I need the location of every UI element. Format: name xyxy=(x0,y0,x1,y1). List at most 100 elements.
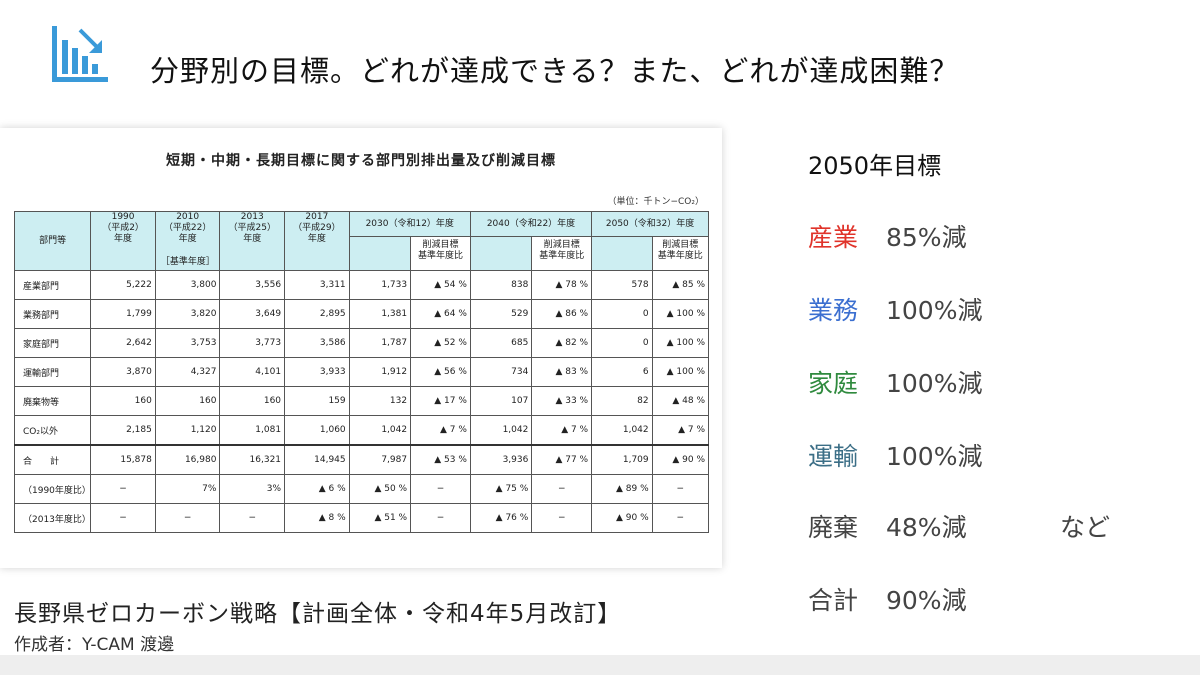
emissions-table-panel: 短期・中期・長期目標に関する部門別排出量及び削減目標 （単位：千トン−CO₂） … xyxy=(0,128,722,568)
target-item: 産業 85%減 xyxy=(808,218,967,254)
table-cell: 3,649 xyxy=(219,299,286,329)
table-cell: ▲ 83 % xyxy=(531,357,593,387)
header-2050-value xyxy=(591,236,653,271)
header-2050: 2050（令和32）年度 xyxy=(591,211,709,237)
row-label: 運輸部門 xyxy=(13,357,92,387)
table-cell: 16,980 xyxy=(154,444,221,475)
table-cell: 3,870 xyxy=(90,357,156,387)
footer-band xyxy=(0,655,1200,675)
table-cell: 160 xyxy=(219,386,286,416)
target-value: 100%減 xyxy=(886,296,983,325)
table-cell: 838 xyxy=(469,270,533,300)
table-cell: ▲ 100 % xyxy=(651,328,710,358)
slide-title: 分野別の目標。どれが達成できる？また、どれが達成困難？ xyxy=(150,54,960,88)
table-cell: 132 xyxy=(348,386,412,416)
table-cell: 1,381 xyxy=(348,299,412,329)
table-cell: ▲ 90 % xyxy=(591,503,653,533)
table-cell: 734 xyxy=(469,357,533,387)
row-label: 合計 xyxy=(13,444,92,475)
table-cell: 3,773 xyxy=(219,328,286,358)
table-cell: 6 xyxy=(591,357,653,387)
header-2030: 2030（令和12）年度 xyxy=(348,211,471,237)
table-cell: − xyxy=(410,503,471,533)
table-cell: ▲ 6 % xyxy=(284,474,350,504)
table-cell: 82 xyxy=(591,386,653,416)
table-cell: ▲ 85 % xyxy=(651,270,710,300)
table-cell: 0 xyxy=(591,299,653,329)
table-cell: 4,327 xyxy=(154,357,221,387)
target-label: 業務 xyxy=(808,296,859,325)
table-cell: 159 xyxy=(284,386,350,416)
target-item: 家庭 100%減 xyxy=(808,364,982,400)
row-label: （2013年度比） xyxy=(13,503,92,533)
table-cell: 3,586 xyxy=(284,328,350,358)
table-cell: − xyxy=(90,503,156,533)
base-year-note: ［基準年度］ xyxy=(160,257,215,267)
target-label: 家庭 xyxy=(808,369,859,398)
header-1990-label: 1990 （平成2） 年度 xyxy=(102,212,144,244)
table-cell: ▲ 56 % xyxy=(410,357,471,387)
header-2040: 2040（令和22）年度 xyxy=(469,211,593,237)
table-row: 運輸部門 3,870 4,327 4,101 3,933 1,912 ▲ 56 % 734 ▲ … xyxy=(13,357,710,387)
table-cell: 5,222 xyxy=(90,270,156,300)
target-label: 合計 xyxy=(808,586,859,615)
table-cell: − xyxy=(90,474,156,504)
table-cell: 1,042 xyxy=(348,415,412,446)
table-cell: 7,987 xyxy=(348,444,412,475)
table-cell: 15,878 xyxy=(90,444,156,475)
row-label: （1990年度比） xyxy=(13,474,92,504)
target-value: 85%減 xyxy=(886,223,967,252)
header-2010: 2010 （平成22） 年度 ［基準年度］ xyxy=(154,211,221,271)
row-label: 廃棄物等 xyxy=(13,386,92,416)
table-cell: 14,945 xyxy=(284,444,350,475)
table-cell: ▲ 7 % xyxy=(410,415,471,446)
target-value: 90%減 xyxy=(886,586,967,615)
target-item: 廃棄 48%減 xyxy=(808,508,967,544)
table-cell: − xyxy=(531,474,593,504)
table-cell: 0 xyxy=(591,328,653,358)
table-cell: 2,895 xyxy=(284,299,350,329)
table-row: 廃棄物等 160 160 160 159 132 ▲ 17 % 107 ▲ 33 % 82 ▲ 48… xyxy=(13,386,710,416)
table-cell: ▲ 51 % xyxy=(348,503,412,533)
table-cell: ▲ 82 % xyxy=(531,328,593,358)
table-cell: ▲ 86 % xyxy=(531,299,593,329)
table-row: 合計 15,878 16,980 16,321 14,945 7,987 ▲ 53 % 3,9… xyxy=(13,444,710,475)
table-cell: − xyxy=(651,474,710,504)
table-cell: 107 xyxy=(469,386,533,416)
table-cell: 16,321 xyxy=(219,444,286,475)
table-cell: ▲ 78 % xyxy=(531,270,593,300)
header-2017: 2017 （平成29） 年度 xyxy=(284,211,350,271)
table-cell: − xyxy=(651,503,710,533)
target-heading: 2050年目標 xyxy=(808,152,942,180)
table-cell: ▲ 53 % xyxy=(410,444,471,475)
target-label: 廃棄 xyxy=(808,513,859,542)
table-cell: 7% xyxy=(154,474,221,504)
table-cell: 160 xyxy=(154,386,221,416)
table-cell: 3,753 xyxy=(154,328,221,358)
table-cell: − xyxy=(410,474,471,504)
table-cell: ▲ 33 % xyxy=(531,386,593,416)
table-cell: 1,799 xyxy=(90,299,156,329)
header-2017-label: 2017 （平成29） 年度 xyxy=(293,212,341,244)
table-cell: 3,800 xyxy=(154,270,221,300)
row-label: 産業部門 xyxy=(13,270,92,300)
table-cell: − xyxy=(154,503,221,533)
reduction-label: 削減目標 基準年度比 xyxy=(657,240,703,261)
table-row: CO₂以外 2,185 1,120 1,081 1,060 1,042 ▲ 7 % 1,042… xyxy=(13,415,710,446)
table-cell: 685 xyxy=(469,328,533,358)
table-body: 産業部門 5,222 3,800 3,556 3,311 1,733 ▲ 54 % 838 ▲ … xyxy=(13,270,710,533)
table-row: （2013年度比） − − − ▲ 8 % ▲ 51 % − ▲ 76 % − ▲ 90 % − xyxy=(13,503,710,533)
header-1990: 1990 （平成2） 年度 xyxy=(90,211,156,271)
table-cell: 1,081 xyxy=(219,415,286,446)
table-cell: 1,733 xyxy=(348,270,412,300)
row-label: CO₂以外 xyxy=(13,415,92,446)
table-cell: ▲ 76 % xyxy=(469,503,533,533)
table-cell: ▲ 7 % xyxy=(531,415,593,446)
row-label: 家庭部門 xyxy=(13,328,92,358)
table-cell: 1,709 xyxy=(591,444,653,475)
table-cell: 1,042 xyxy=(591,415,653,446)
etc-suffix: など xyxy=(1060,513,1111,542)
table-cell: 1,042 xyxy=(469,415,533,446)
source-caption: 長野県ゼロカーボン戦略【計画全体・令和4年5月改訂】 xyxy=(14,601,622,627)
table-row: 家庭部門 2,642 3,753 3,773 3,586 1,787 ▲ 52 % 685 ▲ … xyxy=(13,328,710,358)
